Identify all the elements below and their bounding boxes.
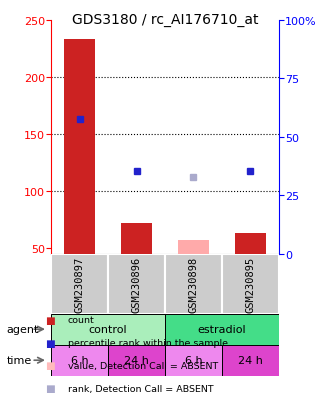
Text: ■: ■ (45, 338, 54, 348)
Bar (222, 254, 279, 314)
Bar (64, 40, 95, 254)
Text: 6 h: 6 h (185, 355, 202, 366)
Bar (51, 314, 165, 345)
Bar (108, 254, 165, 314)
Text: 6 h: 6 h (71, 355, 88, 366)
Text: rank, Detection Call = ABSENT: rank, Detection Call = ABSENT (68, 384, 213, 393)
Text: ■: ■ (45, 315, 54, 325)
Bar (165, 345, 222, 376)
Text: estradiol: estradiol (198, 324, 246, 335)
Text: time: time (7, 355, 32, 366)
Text: GSM230897: GSM230897 (75, 256, 84, 312)
Bar (51, 345, 108, 376)
Text: 24 h: 24 h (238, 355, 263, 366)
Bar (178, 240, 209, 254)
Text: ■: ■ (45, 383, 54, 393)
Text: 24 h: 24 h (124, 355, 149, 366)
Text: count: count (68, 316, 94, 325)
Text: GDS3180 / rc_AI176710_at: GDS3180 / rc_AI176710_at (72, 13, 258, 27)
Bar (222, 345, 279, 376)
Bar (235, 233, 266, 254)
Text: control: control (89, 324, 127, 335)
Bar (51, 254, 108, 314)
Bar (108, 345, 165, 376)
Text: percentile rank within the sample: percentile rank within the sample (68, 338, 228, 347)
Bar (121, 223, 152, 254)
Text: GSM230895: GSM230895 (246, 256, 255, 312)
Text: ■: ■ (45, 361, 54, 370)
Bar (165, 254, 222, 314)
Bar (165, 314, 279, 345)
Text: GSM230898: GSM230898 (188, 256, 198, 312)
Text: agent: agent (7, 324, 39, 335)
Text: value, Detection Call = ABSENT: value, Detection Call = ABSENT (68, 361, 218, 370)
Text: GSM230896: GSM230896 (132, 256, 142, 312)
